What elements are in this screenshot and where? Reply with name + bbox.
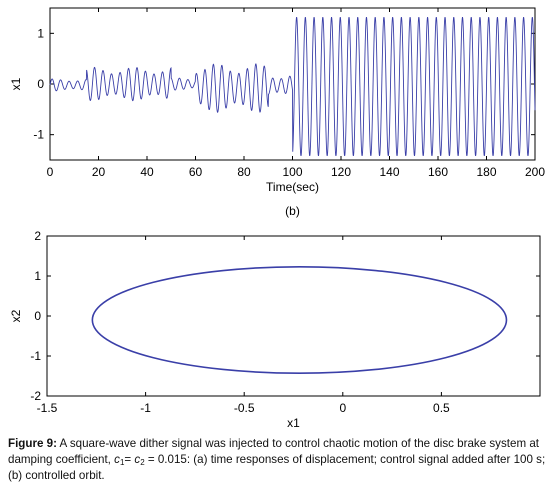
y-tick-label: 1 — [34, 269, 41, 283]
caption-text-1: A square-wave dither signal was injected… — [8, 437, 539, 466]
y-tick-label: 1 — [37, 26, 44, 40]
x-axis-label: x1 — [287, 416, 300, 430]
x-tick-label: 40 — [140, 165, 154, 179]
x-tick-label: 100 — [282, 165, 302, 179]
x-tick-label: 0.5 — [433, 401, 450, 415]
x-tick-label: 20 — [92, 165, 106, 179]
y-axis-label: x1 — [9, 77, 23, 90]
orbit-chart: (b) -1.5 -1 -0.5 0 0.5 -2 -1 0 1 2 x1 x2 — [9, 204, 541, 430]
time-response-chart: 0 20 40 60 80 100 120 140 160 180 200 -1 0 1 Time(sec)… — [9, 7, 545, 194]
x-tick-label: 140 — [379, 165, 399, 179]
caption-eq: = — [124, 453, 135, 466]
orbit-series-line — [91, 265, 508, 374]
caption-sub-2: 2 — [140, 458, 145, 467]
x-tick-label: -1.5 — [37, 401, 58, 415]
x-tick-label: 180 — [476, 165, 496, 179]
y-axis-label: x2 — [9, 309, 23, 322]
caption-text-2: = 0.015: (a) time responses of displacem… — [8, 453, 546, 482]
caption-label: Figure 9: — [8, 437, 57, 450]
y-tick-label: -2 — [30, 389, 41, 403]
caption-c2: c — [134, 453, 141, 466]
y-tick-label: 0 — [34, 309, 41, 323]
y-tick-label: 0 — [37, 77, 44, 91]
caption-sub-1: 1 — [119, 458, 125, 467]
x-tick-label: 160 — [428, 165, 448, 179]
x-tick-label: 0 — [47, 165, 54, 179]
panel-label-b: (b) — [285, 204, 300, 218]
x-tick-label: 60 — [189, 165, 203, 179]
displacement-series-line — [49, 17, 536, 157]
x-tick-label: 200 — [525, 165, 545, 179]
x-axis-label: Time(sec) — [266, 180, 319, 194]
figure: 0 20 40 60 80 100 120 140 160 180 200-101Time(sec)… — [9, 7, 545, 430]
plot-frame — [46, 235, 541, 397]
x-tick-label: -0.5 — [234, 401, 255, 415]
caption-c1: c — [114, 453, 120, 466]
x-tick-label: 0 — [339, 401, 346, 415]
x-tick-label: 80 — [237, 165, 251, 179]
y-tick-label: -1 — [33, 128, 44, 142]
y-tick-label: 2 — [34, 229, 41, 243]
x-tick-label: 120 — [331, 165, 351, 179]
y-tick-label: -1 — [30, 349, 41, 363]
figure-caption: Figure 9: A square-wave dither signal wa… — [8, 436, 546, 484]
x-tick-label: -1 — [140, 401, 151, 415]
